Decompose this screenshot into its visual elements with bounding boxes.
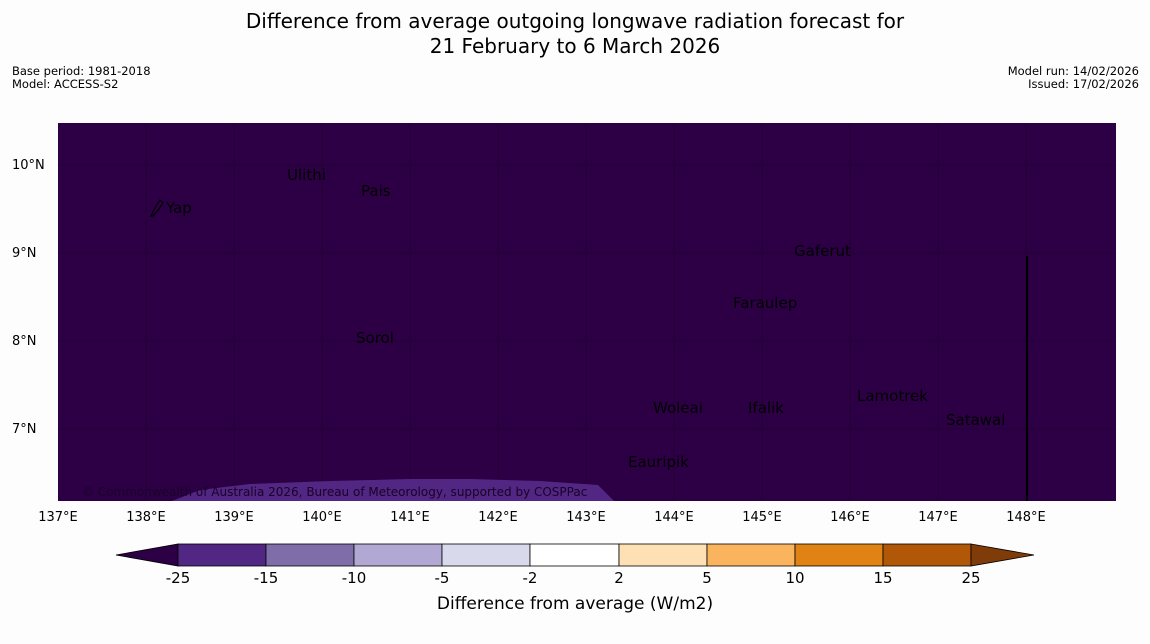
place-yap: Yap [165, 199, 192, 217]
lat-label-10n: 10°N [12, 158, 45, 173]
title-line-2: 21 February to 6 March 2026 [429, 34, 721, 58]
lat-label-8n: 8°N [12, 334, 37, 349]
colorbar-tick: -15 [253, 569, 279, 587]
lon-label-143e: 143°E [566, 510, 606, 525]
colorbar-title: Difference from average (W/m2) [436, 594, 714, 614]
colorbar-bin-3 [353, 543, 443, 567]
lon-label-144e: 144°E [654, 510, 694, 525]
place-lamotrek: Lamotrek [857, 387, 928, 405]
place-sorol: Sorol [356, 329, 394, 347]
lon-label-142e: 142°E [478, 510, 518, 525]
colorbar-bin-4 [441, 543, 531, 567]
colorbar-bin-9 [882, 543, 972, 567]
colorbar-tick: -25 [165, 569, 191, 587]
colorbar-extend-high [970, 543, 1035, 567]
lon-label-139e: 139°E [214, 510, 254, 525]
colorbar-tick: -2 [522, 569, 538, 587]
lon-label-138e: 138°E [126, 510, 166, 525]
gridlines [58, 123, 1116, 501]
place-ulithi: Ulithi [287, 166, 326, 184]
colorbar-tick: 5 [702, 569, 712, 587]
place-woleai: Woleai [653, 399, 703, 417]
lon-label-145e: 145°E [742, 510, 782, 525]
meta-left: Base period: 1981-2018 Model: ACCESS-S2 [12, 65, 151, 91]
model-run: Model run: 14/02/2026 [1007, 64, 1139, 78]
place-eauripik: Eauripik [628, 453, 689, 471]
place-pais: Pais [361, 182, 391, 200]
model-name: Model: ACCESS-S2 [12, 77, 119, 91]
colorbar-tick: 15 [873, 569, 893, 587]
lat-label-9n: 9°N [12, 246, 37, 261]
colorbar-bin-5 [529, 543, 620, 567]
place-ifalik: Ifalik [748, 399, 784, 417]
lon-label-146e: 146°E [830, 510, 870, 525]
lon-label-140e: 140°E [302, 510, 342, 525]
colorbar-tick: -10 [341, 569, 367, 587]
place-satawal: Satawal [946, 411, 1005, 429]
colorbar-bin-8 [794, 543, 884, 567]
colorbar-tick: -5 [434, 569, 450, 587]
copyright-notice: © Commonwealth of Australia 2026, Bureau… [82, 485, 587, 499]
issued-date: Issued: 17/02/2026 [1028, 77, 1139, 91]
colorbar-bin-6 [618, 543, 708, 567]
colorbar-tick: 2 [614, 569, 624, 587]
map-background [58, 123, 1116, 501]
colorbar-extend-low [115, 543, 179, 567]
colorbar-bin-2 [265, 543, 355, 567]
colorbar-tick: 25 [961, 569, 981, 587]
title-line-1: Difference from average outgoing longwav… [245, 9, 905, 33]
colorbar-bin-7 [706, 543, 796, 567]
lon-label-147e: 147°E [918, 510, 958, 525]
lon-label-148e: 148°E [1006, 510, 1046, 525]
lon-label-137e: 137°E [38, 510, 78, 525]
place-faraulep: Faraulep [733, 294, 797, 312]
colorbar-tick: 10 [785, 569, 805, 587]
lon-label-141e: 141°E [390, 510, 430, 525]
map-title: Difference from average outgoing longwav… [0, 9, 1150, 59]
yap-island [150, 199, 164, 217]
base-period: Base period: 1981-2018 [12, 64, 151, 78]
anomaly-region [172, 479, 614, 501]
place-gaferut: Gaferut [794, 242, 851, 260]
colorbar [115, 543, 1035, 567]
meta-right: Model run: 14/02/2026 Issued: 17/02/2026 [1008, 65, 1139, 91]
lat-label-7n: 7°N [12, 422, 37, 437]
colorbar-bin-1 [177, 543, 267, 567]
